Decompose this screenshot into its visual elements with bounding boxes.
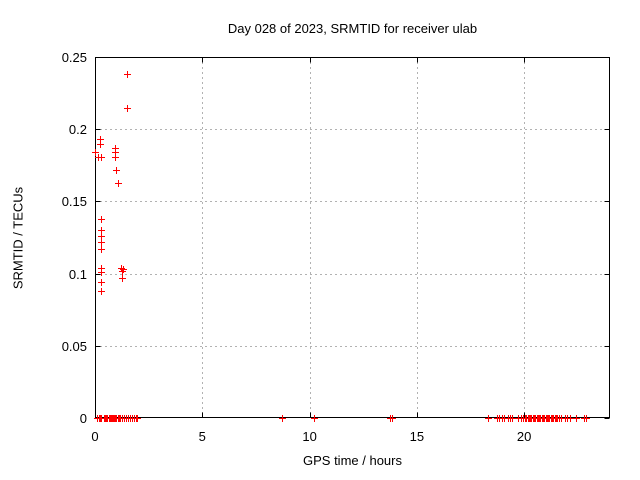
data-point-marker bbox=[98, 246, 105, 253]
x-tick-label: 10 bbox=[302, 429, 317, 444]
y-tick-label: 0.2 bbox=[68, 122, 87, 138]
data-point-marker bbox=[98, 239, 105, 246]
data-point-marker bbox=[97, 141, 104, 148]
plot-canvas bbox=[92, 57, 610, 422]
data-point-marker bbox=[98, 288, 105, 295]
x-axis-label: GPS time / hours bbox=[303, 453, 402, 468]
y-tick-label: 0.1 bbox=[68, 266, 87, 282]
data-point-marker bbox=[98, 279, 105, 286]
data-point-marker bbox=[389, 415, 396, 422]
data-point-marker bbox=[92, 149, 99, 156]
data-point-marker bbox=[509, 415, 516, 422]
x-tick-label: 15 bbox=[409, 429, 425, 444]
y-tick-label: 0.05 bbox=[61, 338, 87, 354]
data-point-marker bbox=[583, 415, 590, 422]
chart-title: Day 028 of 2023, SRMTID for receiver ula… bbox=[227, 21, 478, 36]
data-points bbox=[92, 71, 590, 422]
data-point-marker bbox=[119, 275, 126, 282]
x-tick-label: 5 bbox=[198, 429, 206, 444]
data-point-marker bbox=[113, 167, 120, 174]
data-point-marker bbox=[567, 415, 574, 422]
data-point-marker bbox=[98, 227, 105, 234]
data-point-marker bbox=[98, 233, 105, 240]
x-tick-label: 0 bbox=[91, 429, 99, 444]
data-point-marker bbox=[279, 415, 286, 422]
data-point-marker bbox=[98, 154, 105, 161]
data-point-marker bbox=[115, 180, 122, 187]
data-point-marker bbox=[112, 154, 119, 161]
data-point-marker bbox=[134, 415, 141, 422]
data-point-marker bbox=[311, 415, 318, 422]
data-point-marker bbox=[98, 269, 105, 276]
y-tick-label: 0.15 bbox=[61, 194, 87, 210]
data-point-marker bbox=[124, 71, 131, 78]
y-tick-label: 0 bbox=[79, 411, 87, 426]
data-point-marker bbox=[573, 415, 580, 422]
data-point-marker bbox=[119, 268, 126, 275]
data-point-marker bbox=[485, 415, 492, 422]
x-tick-label: 20 bbox=[516, 429, 532, 444]
y-tick-label: 0.25 bbox=[61, 50, 87, 65]
data-point-marker bbox=[124, 105, 131, 112]
plot-border bbox=[95, 57, 610, 418]
data-point-marker bbox=[98, 216, 105, 223]
plot-area bbox=[92, 57, 610, 422]
